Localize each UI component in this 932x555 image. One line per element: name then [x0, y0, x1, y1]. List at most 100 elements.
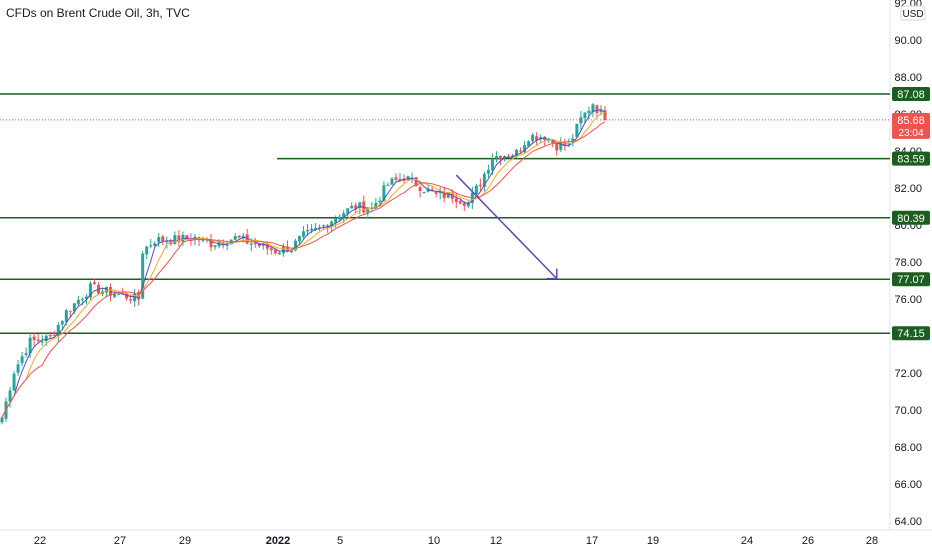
candle	[482, 171, 486, 192]
candle	[350, 202, 354, 209]
candle-body	[185, 235, 189, 239]
candle-body	[599, 110, 603, 113]
y-tick-label: 76.00	[894, 294, 922, 306]
candle-body	[374, 202, 378, 208]
candle-body	[64, 310, 68, 323]
y-tick-label: 70.00	[894, 405, 922, 417]
ma-slow-line	[1, 121, 606, 418]
candle	[434, 190, 438, 198]
candle	[338, 214, 342, 222]
y-tick-label: 92.00	[894, 0, 922, 10]
candle	[531, 132, 535, 145]
currency-badge[interactable]: USD	[900, 5, 926, 21]
candle	[306, 224, 310, 236]
candle-body	[350, 205, 354, 209]
candle	[76, 295, 80, 306]
candle	[571, 133, 575, 147]
candle-body	[603, 110, 607, 120]
horizontal-levels[interactable]	[0, 93, 890, 334]
candle-body	[583, 112, 587, 118]
x-tick-label: 2022	[266, 535, 290, 547]
candle-body	[354, 205, 358, 209]
candle	[92, 278, 96, 285]
x-tick-label: 27	[114, 535, 126, 547]
x-tick-label: 26	[802, 535, 814, 547]
candle-body	[575, 123, 579, 138]
ma-mid-line	[1, 112, 606, 418]
candle-body	[446, 192, 450, 198]
candle-body	[76, 300, 80, 305]
candle-body	[390, 178, 394, 185]
candle	[161, 234, 165, 246]
candle	[575, 123, 579, 138]
candle	[237, 235, 241, 239]
candle	[535, 132, 539, 146]
level-price-label-text: 83.59	[897, 154, 925, 166]
candle-body	[225, 244, 229, 246]
candle	[165, 236, 169, 249]
candle-body	[595, 105, 599, 113]
candle	[173, 231, 177, 245]
candle-body	[52, 335, 56, 337]
y-tick-label: 72.00	[894, 368, 922, 380]
level-price-label-box	[892, 210, 930, 225]
candle	[382, 181, 386, 202]
candle	[273, 249, 277, 255]
candle	[24, 347, 28, 358]
candle-body	[129, 299, 133, 301]
price-axis[interactable]: 92.0090.0088.0086.0084.0082.0080.0078.00…	[894, 0, 926, 528]
candle-body	[209, 239, 213, 248]
level-price-label: 87.08	[892, 87, 930, 102]
x-tick-label: 22	[34, 535, 46, 547]
candle	[519, 147, 523, 154]
level-price-label: 74.15	[892, 326, 930, 341]
time-axis[interactable]: 22 27 29 2022 5 10 12 17 19 24 26 28	[34, 535, 878, 547]
candle-body	[466, 202, 470, 207]
arrow-head[interactable]	[546, 268, 558, 280]
candle	[527, 140, 531, 147]
candle-body	[418, 187, 422, 191]
candle	[113, 291, 117, 299]
candle	[209, 233, 213, 252]
candle	[342, 210, 346, 223]
candle-body	[346, 208, 350, 214]
candle	[253, 237, 257, 248]
arrow-shaft[interactable]	[455, 174, 558, 280]
candle	[498, 155, 502, 165]
candle-body	[68, 310, 72, 312]
candle-body	[338, 216, 342, 220]
candle-body	[48, 334, 52, 337]
candle	[157, 233, 161, 248]
candle	[36, 334, 40, 344]
candle	[563, 138, 567, 151]
trend-arrow[interactable]	[455, 174, 558, 280]
candle	[523, 140, 527, 154]
candle-body	[56, 324, 60, 337]
level-price-label-box	[892, 151, 930, 166]
candle	[129, 294, 133, 304]
candle-body	[486, 169, 490, 174]
candle-body	[571, 138, 575, 142]
candle-body	[161, 236, 165, 242]
candle	[297, 235, 301, 244]
candle	[458, 199, 462, 205]
candle-body	[398, 179, 402, 181]
candle	[418, 185, 422, 198]
candle-body	[519, 150, 523, 152]
x-tick-label: 5	[337, 535, 343, 547]
candle-body	[478, 184, 482, 187]
candle-body	[165, 241, 169, 243]
candle	[591, 102, 595, 118]
candle-body	[563, 142, 567, 146]
last-price-label-box	[892, 112, 930, 139]
candle-body	[289, 249, 293, 253]
candle	[442, 186, 446, 203]
candle-body	[44, 335, 48, 342]
candle	[559, 137, 563, 153]
candle	[52, 330, 56, 337]
candle	[390, 177, 394, 185]
candle-body	[454, 198, 458, 202]
candle	[0, 416, 4, 425]
